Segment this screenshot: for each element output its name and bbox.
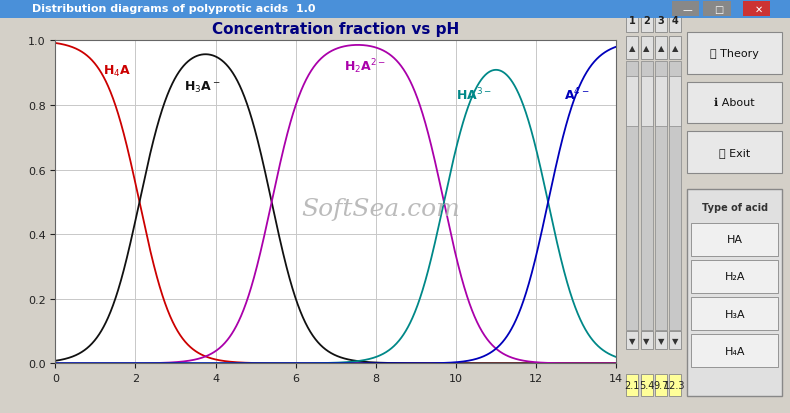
Text: 2.1: 2.1 — [625, 380, 640, 390]
Text: Distribution diagrams of polyprotic acids  1.0: Distribution diagrams of polyprotic acid… — [32, 4, 315, 14]
Text: 12.3: 12.3 — [664, 380, 686, 390]
Text: H$_4$A: H$_4$A — [103, 64, 131, 79]
Text: ▲: ▲ — [643, 44, 650, 53]
Text: ℹ About: ℹ About — [714, 98, 755, 108]
Text: HA$^{3-}$: HA$^{3-}$ — [456, 86, 492, 103]
Text: H₂A: H₂A — [724, 272, 745, 282]
Text: A$^{4-}$: A$^{4-}$ — [564, 86, 589, 103]
Text: □: □ — [714, 5, 724, 15]
Text: ▼: ▼ — [672, 336, 679, 345]
Text: 9.7: 9.7 — [653, 380, 668, 390]
Text: H₄A: H₄A — [724, 346, 745, 356]
Text: ▼: ▼ — [643, 336, 650, 345]
Text: 🚶 Exit: 🚶 Exit — [719, 148, 750, 158]
Title: Concentration fraction vs pH: Concentration fraction vs pH — [213, 22, 459, 37]
Text: ▲: ▲ — [629, 44, 636, 53]
Text: ✕: ✕ — [754, 5, 762, 15]
Text: HA: HA — [727, 235, 743, 244]
Text: H$_3$A$^-$: H$_3$A$^-$ — [183, 80, 220, 95]
Text: ▼: ▼ — [657, 336, 664, 345]
Text: —: — — [683, 5, 692, 15]
Text: 📖 Theory: 📖 Theory — [710, 49, 759, 59]
Text: 4: 4 — [672, 16, 679, 26]
Text: Type of acid: Type of acid — [702, 202, 768, 212]
Text: H$_2$A$^{2-}$: H$_2$A$^{2-}$ — [344, 57, 386, 76]
Text: ▲: ▲ — [657, 44, 664, 53]
Text: 1: 1 — [629, 16, 636, 26]
Text: ▼: ▼ — [629, 336, 636, 345]
Text: 2: 2 — [643, 16, 650, 26]
Text: ▲: ▲ — [672, 44, 679, 53]
Text: 5.4: 5.4 — [639, 380, 654, 390]
Text: 3: 3 — [657, 16, 664, 26]
Text: SoftSea.com: SoftSea.com — [301, 197, 460, 220]
Text: H₃A: H₃A — [724, 309, 745, 319]
